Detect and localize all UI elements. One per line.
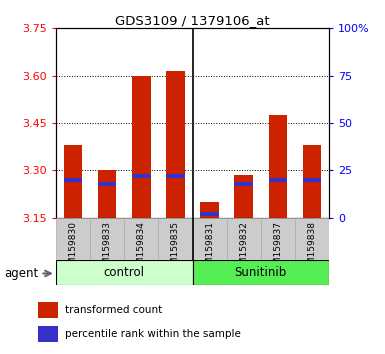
Bar <box>200 202 219 218</box>
Bar <box>200 212 219 216</box>
Bar <box>227 218 261 260</box>
Text: GSM159832: GSM159832 <box>239 221 248 276</box>
Bar <box>261 218 295 260</box>
Bar <box>132 174 151 178</box>
Text: GSM159837: GSM159837 <box>273 221 283 276</box>
Text: GSM159835: GSM159835 <box>171 221 180 276</box>
Bar <box>166 71 185 218</box>
Bar <box>98 170 117 218</box>
Bar <box>124 218 158 260</box>
Bar <box>90 218 124 260</box>
Bar <box>56 260 192 285</box>
Bar <box>192 218 227 260</box>
Text: GSM159838: GSM159838 <box>308 221 316 276</box>
Bar <box>38 326 58 342</box>
Bar <box>166 174 185 178</box>
Text: GSM159831: GSM159831 <box>205 221 214 276</box>
Bar <box>158 218 192 260</box>
Bar <box>303 145 321 218</box>
Bar <box>56 218 90 260</box>
Bar <box>234 182 253 186</box>
Bar <box>38 302 58 318</box>
Bar <box>192 260 329 285</box>
Bar <box>234 175 253 218</box>
Bar <box>64 145 82 218</box>
Text: percentile rank within the sample: percentile rank within the sample <box>65 329 241 339</box>
Bar <box>268 178 287 182</box>
Bar <box>132 76 151 218</box>
Bar <box>295 218 329 260</box>
Bar <box>64 178 82 182</box>
Title: GDS3109 / 1379106_at: GDS3109 / 1379106_at <box>115 14 270 27</box>
Text: GSM159833: GSM159833 <box>102 221 112 276</box>
Text: agent: agent <box>4 267 38 280</box>
Text: GSM159834: GSM159834 <box>137 221 146 276</box>
Bar <box>268 115 287 218</box>
Text: control: control <box>104 266 145 279</box>
Text: Sunitinib: Sunitinib <box>235 266 287 279</box>
Text: transformed count: transformed count <box>65 305 162 315</box>
Bar <box>303 178 321 182</box>
Text: GSM159830: GSM159830 <box>69 221 77 276</box>
Bar <box>98 182 117 186</box>
